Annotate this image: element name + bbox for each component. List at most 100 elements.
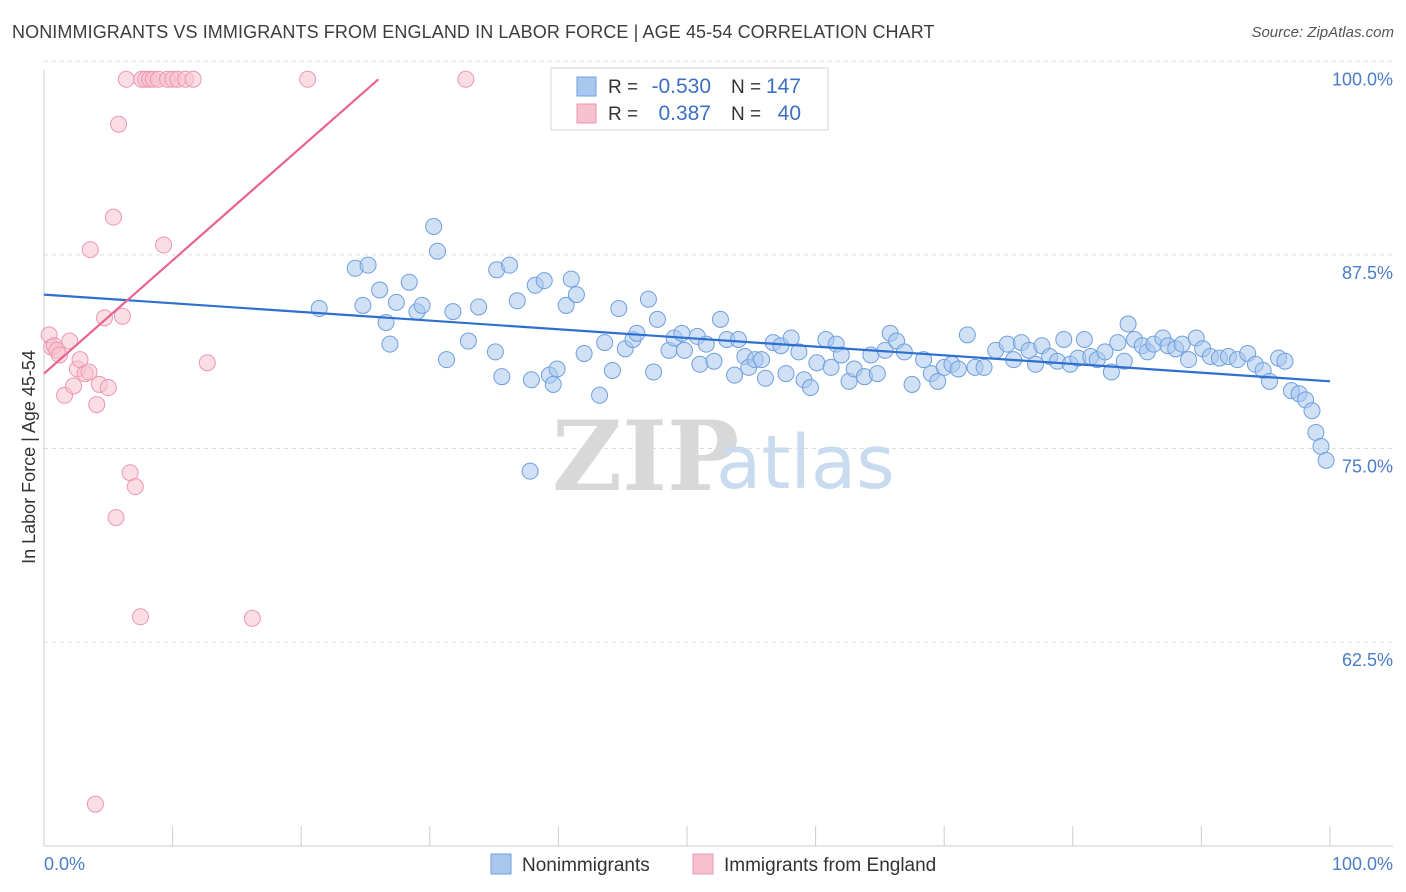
point-nonimmigrants xyxy=(648,310,666,328)
point-nonimmigrants xyxy=(1180,351,1198,369)
point-nonimmigrants xyxy=(493,368,511,386)
legend-n-value-pink: 40 xyxy=(778,102,801,125)
point-nonimmigrants xyxy=(790,343,808,361)
point-immigrants xyxy=(104,208,122,226)
point-nonimmigrants xyxy=(425,217,443,235)
legend-swatch-nonimmigrants xyxy=(490,853,512,875)
point-nonimmigrants xyxy=(1055,331,1073,349)
gridlines xyxy=(44,60,1393,643)
point-nonimmigrants xyxy=(596,334,614,352)
point-immigrants xyxy=(107,509,125,527)
point-immigrants xyxy=(299,70,317,88)
point-nonimmigrants xyxy=(975,358,993,376)
point-nonimmigrants xyxy=(998,335,1016,353)
legend-n-value-blue: 147 xyxy=(766,75,801,98)
point-immigrants xyxy=(61,332,79,350)
point-nonimmigrants xyxy=(501,256,519,274)
y-tick-label: 62.5% xyxy=(1342,650,1393,670)
point-nonimmigrants xyxy=(371,281,389,299)
point-nonimmigrants xyxy=(591,386,609,404)
point-nonimmigrants xyxy=(729,331,747,349)
y-tick-labels: 100.0% 87.5% 75.0% 62.5% xyxy=(1332,69,1393,670)
point-nonimmigrants xyxy=(903,375,921,393)
point-immigrants xyxy=(110,115,128,133)
legend-r-value-blue: -0.530 xyxy=(651,75,711,98)
point-nonimmigrants xyxy=(1096,343,1114,361)
point-immigrants xyxy=(155,236,173,254)
legend-label-immigrants: Immigrants from England xyxy=(724,855,936,876)
point-nonimmigrants xyxy=(562,270,580,288)
x-tick-label-min: 0.0% xyxy=(44,854,85,874)
point-nonimmigrants xyxy=(548,360,566,378)
point-nonimmigrants xyxy=(1303,402,1321,420)
correlation-legend: R = -0.530 N = 147 R = 0.387 N = 40 xyxy=(550,67,829,131)
point-immigrants xyxy=(65,377,83,395)
point-immigrants xyxy=(113,307,131,325)
y-axis-label: In Labor Force | Age 45-54 xyxy=(19,350,39,564)
point-nonimmigrants xyxy=(1119,315,1137,333)
point-immigrants xyxy=(457,70,475,88)
legend-swatch-blue xyxy=(576,76,597,97)
trend-line-immigrants xyxy=(43,78,380,375)
series-immigrants-from-england xyxy=(40,70,475,813)
point-nonimmigrants xyxy=(949,360,967,378)
point-immigrants xyxy=(80,363,98,381)
trend-lines xyxy=(43,78,1331,383)
watermark-atlas: atlas xyxy=(716,420,895,506)
point-immigrants xyxy=(95,309,113,327)
legend-swatch-immigrants xyxy=(692,853,714,875)
point-nonimmigrants xyxy=(929,372,947,390)
point-nonimmigrants xyxy=(1115,352,1133,370)
point-nonimmigrants xyxy=(610,300,628,318)
point-nonimmigrants xyxy=(459,332,477,350)
y-tick-label: 100.0% xyxy=(1332,69,1393,89)
point-nonimmigrants xyxy=(1276,352,1294,370)
point-nonimmigrants xyxy=(1075,331,1093,349)
point-nonimmigrants xyxy=(675,341,693,359)
point-nonimmigrants xyxy=(726,366,744,384)
point-nonimmigrants xyxy=(705,352,723,370)
point-nonimmigrants xyxy=(575,344,593,362)
point-nonimmigrants xyxy=(711,310,729,328)
point-nonimmigrants xyxy=(413,296,431,314)
watermark-zip: ZIP xyxy=(552,400,739,513)
point-nonimmigrants xyxy=(603,361,621,379)
point-nonimmigrants xyxy=(535,272,553,290)
point-immigrants xyxy=(117,70,135,88)
point-nonimmigrants xyxy=(567,286,585,304)
point-nonimmigrants xyxy=(801,379,819,397)
point-immigrants xyxy=(126,478,144,496)
point-nonimmigrants xyxy=(470,298,488,316)
point-nonimmigrants xyxy=(557,296,575,314)
legend-label-nonimmigrants: Nonimmigrants xyxy=(522,855,650,876)
x-tick-label-max: 100.0% xyxy=(1332,854,1393,874)
point-immigrants xyxy=(243,609,261,627)
point-nonimmigrants xyxy=(753,351,771,369)
point-nonimmigrants xyxy=(822,358,840,376)
point-nonimmigrants xyxy=(645,363,663,381)
point-nonimmigrants xyxy=(486,343,504,361)
point-nonimmigrants xyxy=(808,354,826,372)
point-nonimmigrants xyxy=(387,293,405,311)
point-nonimmigrants xyxy=(522,371,540,389)
legend-swatch-pink xyxy=(576,103,597,124)
y-tick-label: 87.5% xyxy=(1342,263,1393,283)
legend-n-label-pink: N = xyxy=(731,104,761,125)
source-credit: Source: ZipAtlas.com xyxy=(1251,24,1394,41)
point-nonimmigrants xyxy=(868,365,886,383)
point-nonimmigrants xyxy=(508,292,526,310)
point-immigrants xyxy=(99,379,117,397)
series-legend: Nonimmigrants Immigrants from England xyxy=(490,853,936,876)
trend-line-nonimmigrants xyxy=(43,293,1331,383)
legend-n-label-blue: N = xyxy=(731,77,761,98)
point-nonimmigrants xyxy=(1102,363,1120,381)
point-nonimmigrants xyxy=(521,462,539,480)
point-nonimmigrants xyxy=(958,326,976,344)
point-nonimmigrants xyxy=(1261,372,1279,390)
point-immigrants xyxy=(184,70,202,88)
point-nonimmigrants xyxy=(544,375,562,393)
point-nonimmigrants xyxy=(444,303,462,321)
chart-title: NONIMMIGRANTS VS IMMIGRANTS FROM ENGLAND… xyxy=(12,22,935,42)
legend-frame xyxy=(550,67,829,131)
